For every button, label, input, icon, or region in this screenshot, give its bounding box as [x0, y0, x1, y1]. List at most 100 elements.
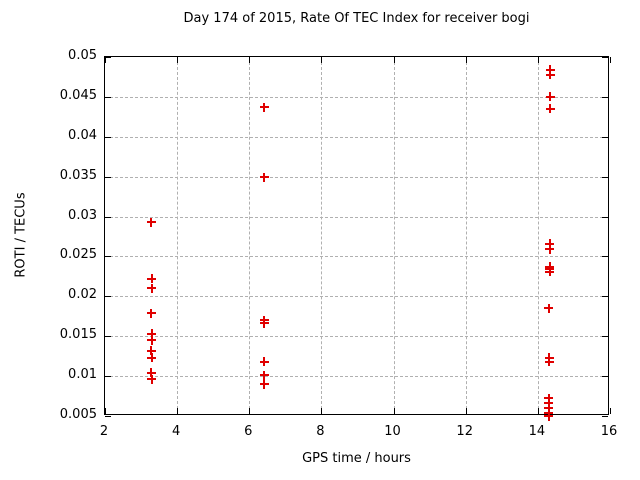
data-point-marker — [147, 335, 157, 345]
data-point-marker — [259, 357, 269, 367]
x-gridline — [321, 57, 323, 414]
y-tick-label: 0.025 — [59, 247, 97, 263]
y-tick-mark — [602, 336, 608, 338]
x-gridline — [537, 57, 539, 414]
y-tick-label: 0.005 — [59, 407, 97, 422]
x-tick-mark — [177, 57, 179, 63]
marker-vline — [547, 403, 550, 413]
plot-area — [104, 56, 611, 421]
x-tick-mark — [465, 57, 467, 63]
marker-vline — [549, 92, 552, 102]
data-point-marker — [147, 353, 157, 363]
x-tick-label: 4 — [172, 424, 181, 439]
data-point-marker — [259, 318, 269, 328]
x-tick-mark — [393, 57, 395, 63]
data-point-marker — [544, 303, 554, 313]
y-tick-mark — [602, 96, 608, 98]
x-tick-label: 2 — [99, 424, 109, 439]
y-tick-mark — [105, 376, 111, 378]
data-point-marker — [545, 92, 555, 102]
y-gridline — [105, 136, 608, 138]
data-point-marker — [259, 370, 269, 380]
marker-vline — [548, 239, 551, 249]
y-tick-mark — [602, 256, 608, 258]
marker-vline — [150, 346, 153, 356]
marker-vline — [547, 398, 550, 408]
x-tick-label: 16 — [600, 424, 618, 439]
marker-vline — [263, 379, 266, 389]
x-gridline — [393, 57, 395, 414]
marker-vline — [548, 267, 551, 277]
y-axis-title: ROTI / TECUs — [13, 192, 29, 278]
marker-vline — [263, 357, 266, 367]
data-point-marker — [545, 239, 555, 249]
data-point-marker — [545, 244, 555, 254]
y-tick-mark — [105, 256, 111, 258]
marker-vline — [150, 329, 153, 339]
y-tick-label: 0.035 — [59, 167, 97, 183]
data-point-marker — [544, 357, 554, 367]
marker-vline — [548, 357, 551, 367]
marker-vline — [150, 335, 153, 345]
y-tick-label: 0.01 — [68, 367, 97, 383]
y-tick-mark — [105, 336, 111, 338]
y-tick-mark — [602, 376, 608, 378]
data-point-marker — [545, 267, 555, 277]
y-tick-mark — [602, 136, 608, 138]
data-point-marker — [147, 274, 157, 284]
x-tick-mark — [105, 408, 106, 414]
x-tick-mark — [537, 408, 539, 414]
data-point-marker — [146, 308, 156, 318]
y-tick-label: 0.04 — [68, 127, 97, 143]
data-point-marker — [146, 368, 156, 378]
marker-vline — [548, 244, 551, 254]
x-gridline — [249, 57, 251, 414]
y-tick-mark — [602, 296, 608, 298]
x-tick-mark — [249, 408, 251, 414]
x-tick-mark — [610, 57, 611, 63]
y-tick-label: 0.02 — [68, 287, 97, 303]
marker-vline — [549, 70, 552, 80]
x-tick-mark — [177, 408, 179, 414]
data-point-marker — [146, 217, 156, 227]
data-point-marker — [147, 374, 157, 384]
data-point-marker — [544, 393, 554, 403]
marker-vline — [547, 393, 550, 403]
marker-vline — [547, 411, 550, 421]
y-gridline — [105, 96, 608, 98]
data-point-marker — [544, 411, 554, 421]
x-tick-mark — [249, 57, 251, 63]
data-point-marker — [147, 283, 157, 293]
x-gridline — [177, 57, 179, 414]
marker-vline — [150, 374, 153, 384]
marker-vline — [263, 318, 266, 328]
y-tick-label: 0.03 — [68, 207, 97, 223]
y-tick-mark — [105, 296, 111, 298]
y-tick-mark — [105, 416, 111, 417]
x-tick-label: 10 — [384, 424, 401, 439]
y-gridline — [105, 176, 608, 178]
x-axis-title: GPS time / hours — [302, 451, 411, 466]
data-point-marker — [259, 102, 269, 112]
x-tick-mark — [393, 408, 395, 414]
y-tick-label: 0.05 — [68, 48, 97, 63]
data-point-marker — [259, 172, 269, 182]
marker-vline — [263, 102, 266, 112]
y-gridline — [105, 296, 608, 298]
marker-vline — [150, 217, 153, 227]
marker-vline — [150, 274, 153, 284]
y-tick-mark — [105, 96, 111, 98]
x-tick-mark — [465, 408, 467, 414]
data-point-marker — [259, 379, 269, 389]
x-tick-mark — [321, 408, 323, 414]
x-tick-label: 6 — [244, 424, 253, 439]
data-point-marker — [545, 65, 555, 75]
y-tick-mark — [602, 176, 608, 178]
data-point-marker — [545, 104, 555, 114]
marker-vline — [549, 65, 552, 75]
marker-vline — [150, 308, 153, 318]
marker-vline — [150, 283, 153, 293]
y-tick-label: 0.045 — [59, 87, 97, 103]
y-tick-label: 0.015 — [59, 327, 97, 343]
x-gridline — [465, 57, 467, 414]
